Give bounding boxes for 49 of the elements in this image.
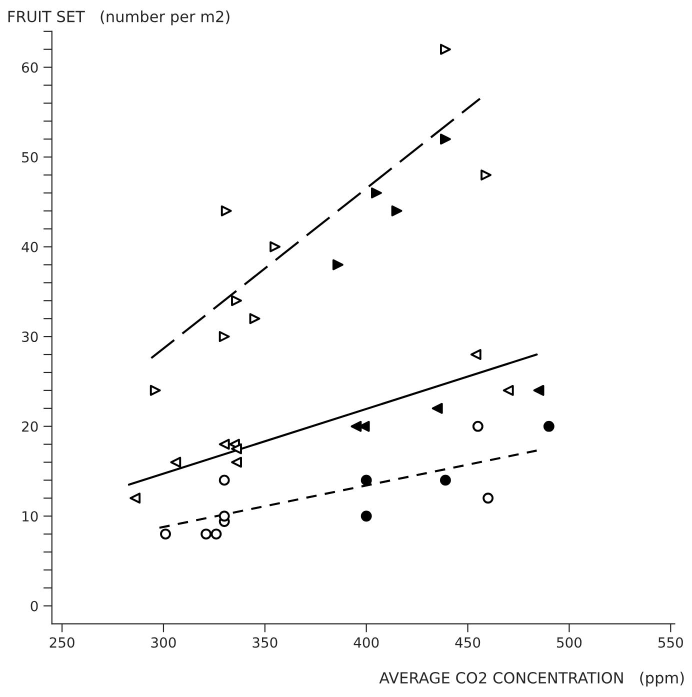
point: [360, 474, 372, 486]
point: [218, 510, 230, 522]
point: [231, 456, 242, 468]
point: [502, 384, 514, 396]
point: [200, 528, 212, 540]
point: [150, 384, 161, 396]
point: [432, 402, 443, 414]
point: [440, 474, 451, 486]
point: [170, 456, 182, 468]
y-axis-title: FRUIT SET (number per m2): [8, 10, 230, 26]
x-tick-label: 350: [252, 637, 278, 648]
point: [533, 384, 544, 396]
point: [360, 510, 372, 522]
x-tick-label: 550: [658, 637, 683, 648]
point: [218, 438, 230, 450]
point: [210, 528, 222, 540]
point: [160, 528, 171, 540]
point: [220, 205, 232, 216]
point: [543, 420, 554, 432]
x-tick-label: 250: [50, 637, 74, 648]
point: [472, 420, 484, 432]
point: [482, 492, 494, 504]
point: [371, 187, 382, 198]
y-tick-label: 40: [22, 242, 38, 252]
y-tick-label: 0: [30, 600, 38, 612]
x-tick-label: 400: [354, 637, 379, 648]
y-tick-label: 10: [22, 511, 38, 522]
y-tick-label: 20: [22, 421, 38, 432]
point: [440, 134, 451, 145]
point: [440, 44, 451, 55]
point: [270, 241, 281, 252]
point: [470, 349, 482, 360]
point: [218, 331, 230, 342]
x-tick-label: 500: [557, 637, 582, 648]
point: [231, 443, 242, 454]
point: [391, 205, 402, 216]
x-tick-label: 450: [455, 637, 480, 648]
x-tick-label: 300: [151, 637, 176, 648]
point: [480, 170, 492, 180]
y-tick-label: 50: [22, 152, 38, 163]
x-axis-title: AVERAGE CO2 CONCENTRATION (ppm): [379, 672, 684, 687]
y-tick-label: 60: [22, 62, 38, 73]
point: [218, 474, 230, 486]
point: [249, 313, 260, 324]
point: [332, 259, 344, 270]
point: [130, 492, 141, 504]
point: [231, 295, 242, 306]
y-tick-label: 30: [22, 332, 38, 342]
point: [350, 420, 362, 432]
